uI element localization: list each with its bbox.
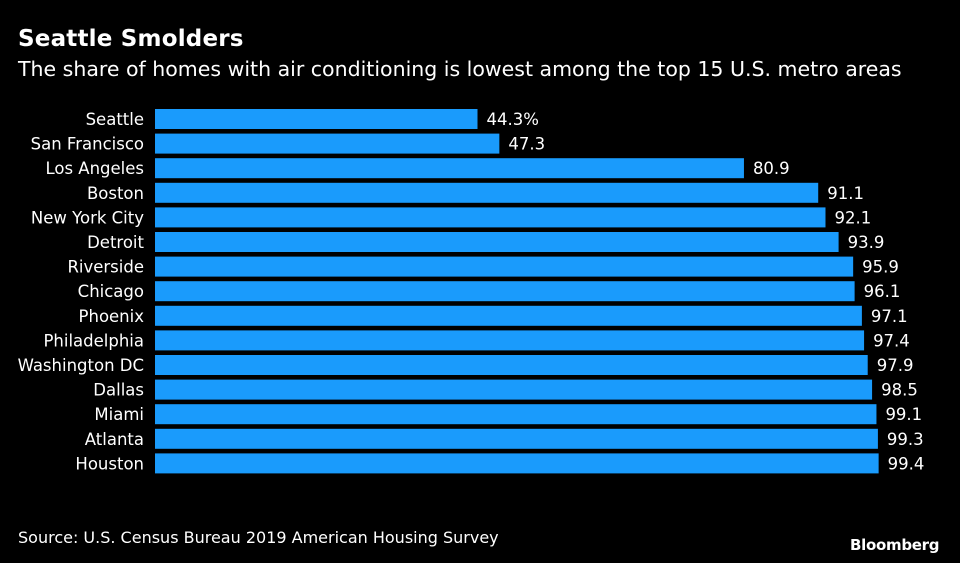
category-label: Miami <box>94 405 144 424</box>
bar-miami <box>155 404 877 425</box>
value-label: 44.3% <box>487 110 539 129</box>
bar-chicago <box>155 281 855 302</box>
category-label: Washington DC <box>18 356 144 375</box>
category-label: Los Angeles <box>45 159 144 178</box>
category-label: Detroit <box>87 233 144 252</box>
category-label: Philadelphia <box>43 331 144 350</box>
bar-detroit <box>155 232 839 252</box>
bar-dallas <box>155 379 873 400</box>
value-label: 80.9 <box>753 159 790 178</box>
bar-boston <box>155 182 819 203</box>
bar-philadelphia <box>155 330 865 351</box>
value-label: 99.1 <box>885 405 922 424</box>
value-label: 92.1 <box>834 208 871 227</box>
chart-subtitle: The share of homes with air conditioning… <box>18 57 902 81</box>
category-label: Atlanta <box>85 430 144 449</box>
value-label: 95.9 <box>862 258 899 277</box>
bar-washington-dc <box>155 355 868 375</box>
value-label: 47.3 <box>508 135 545 154</box>
bar-los-angeles <box>155 158 744 179</box>
category-label: Boston <box>87 184 144 203</box>
category-label: Houston <box>75 454 144 473</box>
value-label: 91.1 <box>827 184 864 203</box>
category-label: Riverside <box>67 258 144 277</box>
bloomberg-logo: Bloomberg <box>850 536 940 554</box>
category-label: New York City <box>31 208 144 227</box>
value-label: 97.9 <box>877 356 914 375</box>
bar-new-york-city <box>155 207 826 228</box>
value-label: 97.4 <box>873 331 910 350</box>
category-label: San Francisco <box>31 135 144 154</box>
category-label: Chicago <box>78 282 144 301</box>
chart-title: Seattle Smolders <box>18 26 244 52</box>
bar-houston <box>155 453 879 474</box>
value-label: 97.1 <box>871 307 908 326</box>
value-label: 93.9 <box>848 233 885 252</box>
value-label: 99.4 <box>888 454 925 473</box>
bar-riverside <box>155 256 854 277</box>
category-label: Dallas <box>93 381 144 400</box>
bar-seattle <box>155 109 478 129</box>
bar-atlanta <box>155 428 878 449</box>
value-label: 96.1 <box>864 282 901 301</box>
category-label: Phoenix <box>79 307 145 326</box>
bar-san-francisco <box>155 133 500 154</box>
value-label: 98.5 <box>881 381 918 400</box>
category-label: Seattle <box>86 110 144 129</box>
source-note: Source: U.S. Census Bureau 2019 American… <box>18 528 499 547</box>
bar-phoenix <box>155 305 862 326</box>
value-label: 99.3 <box>887 430 924 449</box>
